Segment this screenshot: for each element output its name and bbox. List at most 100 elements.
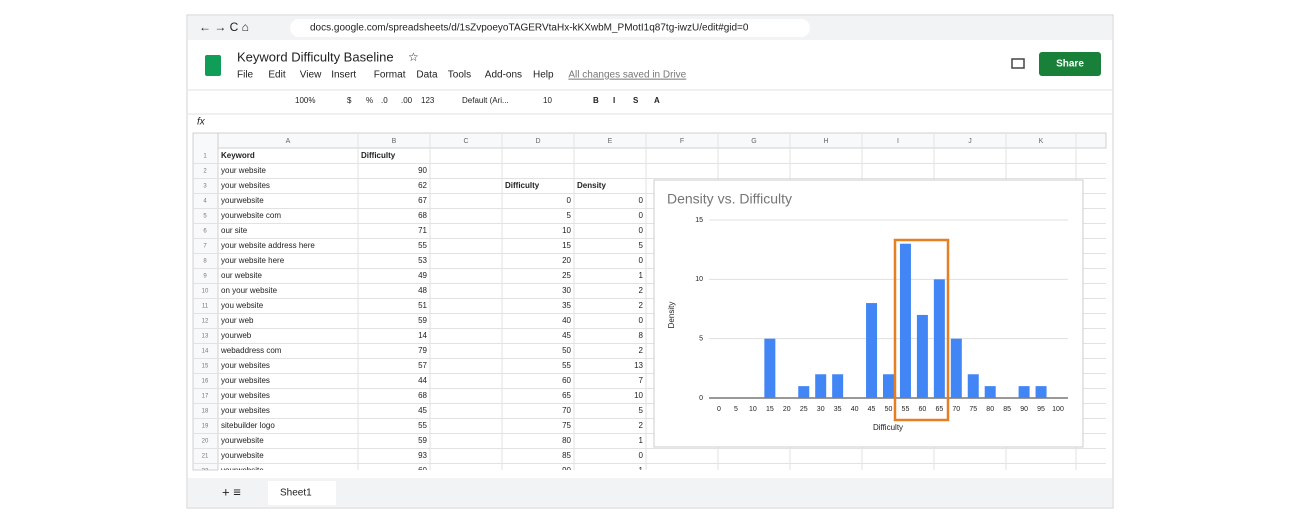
cell: your website — [221, 166, 266, 175]
toolbar-item[interactable]: S — [633, 96, 639, 105]
row-number: 12 — [202, 319, 209, 325]
comments-button[interactable] — [1011, 58, 1025, 69]
cell: your websites — [221, 361, 270, 370]
menu-item[interactable]: Format — [374, 70, 406, 81]
cell: your websites — [221, 181, 270, 190]
toolbar-item[interactable]: 123 — [421, 96, 435, 105]
toolbar-item[interactable]: 100% — [295, 96, 315, 105]
cell: 65 — [562, 391, 571, 400]
cell: your web — [221, 316, 254, 325]
fx-label: fx — [197, 117, 206, 128]
cell: 90 — [418, 166, 427, 175]
cell: 60 — [418, 466, 427, 475]
cell: 79 — [418, 346, 427, 355]
row-number: 8 — [203, 259, 207, 265]
cell: Difficulty — [361, 151, 396, 160]
x-tick-label: 0 — [717, 406, 721, 413]
sheet-tab-label[interactable]: Sheet1 — [280, 488, 312, 499]
bar — [916, 314, 928, 398]
row-number: 13 — [202, 334, 209, 340]
cell: sitebuilder logo — [221, 421, 275, 430]
menu-item[interactable]: Help — [533, 70, 554, 81]
url: docs.google.com/spreadsheets/d/1sZvpoeyo… — [310, 23, 749, 34]
bar — [950, 338, 962, 398]
x-tick-label: 90 — [1020, 406, 1028, 413]
y-tick-label: 5 — [699, 336, 703, 343]
cell: 7 — [639, 376, 644, 385]
cell: 45 — [418, 406, 427, 415]
toolbar-item[interactable]: I — [613, 96, 615, 105]
cell: 1 — [639, 271, 644, 280]
cell: 90 — [562, 466, 571, 475]
menu-item[interactable]: Edit — [268, 70, 285, 81]
cell: 15 — [562, 241, 571, 250]
cell: 30 — [562, 286, 571, 295]
bar — [899, 243, 911, 398]
column-header: H — [823, 138, 828, 145]
add-sheet[interactable]: + ≡ — [222, 484, 241, 499]
toolbar-item[interactable]: % — [366, 96, 373, 105]
bar — [967, 374, 979, 398]
toolbar-item[interactable]: 10 — [543, 96, 552, 105]
row-number: 14 — [202, 349, 209, 355]
toolbar-item[interactable]: Default (Ari... — [462, 96, 509, 105]
row-number: 3 — [203, 184, 207, 190]
row-number: 17 — [202, 394, 209, 400]
share-button[interactable] — [1039, 52, 1101, 76]
x-tick-label: 10 — [749, 406, 757, 413]
cell: your website address here — [221, 241, 315, 250]
cell: 2 — [639, 421, 644, 430]
toolbar-item[interactable]: .00 — [401, 96, 413, 105]
row-number: 21 — [202, 454, 209, 460]
row-number: 11 — [202, 304, 209, 310]
cell: 40 — [562, 316, 571, 325]
sheet-tab[interactable] — [268, 481, 336, 505]
cell: webaddress com — [220, 346, 282, 355]
row-number: 1 — [203, 154, 207, 160]
cell: your websites — [221, 406, 270, 415]
nav-icons: ← → C ⌂ — [199, 20, 249, 34]
toolbar-item[interactable]: B — [593, 96, 599, 105]
menu-item[interactable]: Tools — [448, 70, 471, 81]
highlight-box — [893, 238, 950, 422]
row-number: 19 — [202, 424, 209, 430]
cell: 0 — [639, 256, 644, 265]
row-number: 10 — [202, 289, 209, 295]
cell: 8 — [639, 331, 644, 340]
menu-item[interactable]: Add-ons — [485, 70, 522, 81]
star-icon[interactable]: ☆ — [408, 50, 419, 64]
x-tick-label: 75 — [969, 406, 977, 413]
cell: 62 — [418, 181, 427, 190]
cell: Keyword — [221, 151, 255, 160]
menu-item[interactable]: Insert — [331, 70, 356, 81]
cell: Difficulty — [505, 181, 540, 190]
row-number: 2 — [203, 169, 207, 175]
share-label[interactable]: Share — [1056, 59, 1084, 70]
sheets-logo — [205, 55, 221, 76]
bar — [866, 303, 878, 398]
cell: 68 — [418, 391, 427, 400]
cell: 2 — [639, 301, 644, 310]
cell: 0 — [567, 196, 572, 205]
cell: 0 — [639, 226, 644, 235]
x-tick-label: 45 — [868, 406, 876, 413]
bar — [883, 374, 894, 398]
column-header: E — [608, 138, 613, 145]
menu-item[interactable]: File — [237, 70, 254, 81]
menu-item[interactable]: View — [300, 70, 322, 81]
x-tick-label: 40 — [851, 406, 859, 413]
row-number: 6 — [203, 229, 207, 235]
menu-item[interactable]: Data — [416, 70, 438, 81]
cell: 10 — [562, 226, 571, 235]
column-header: C — [463, 138, 468, 145]
cell: 55 — [418, 241, 427, 250]
row-number: 22 — [202, 469, 209, 475]
x-tick-label: 15 — [766, 406, 774, 413]
toolbar-item[interactable]: $ — [347, 96, 352, 105]
toolbar-item[interactable]: A — [654, 96, 660, 105]
column-header: D — [535, 138, 540, 145]
toolbar-item[interactable]: .0 — [381, 96, 388, 105]
x-tick-label: 20 — [783, 406, 791, 413]
cell: 50 — [562, 346, 571, 355]
